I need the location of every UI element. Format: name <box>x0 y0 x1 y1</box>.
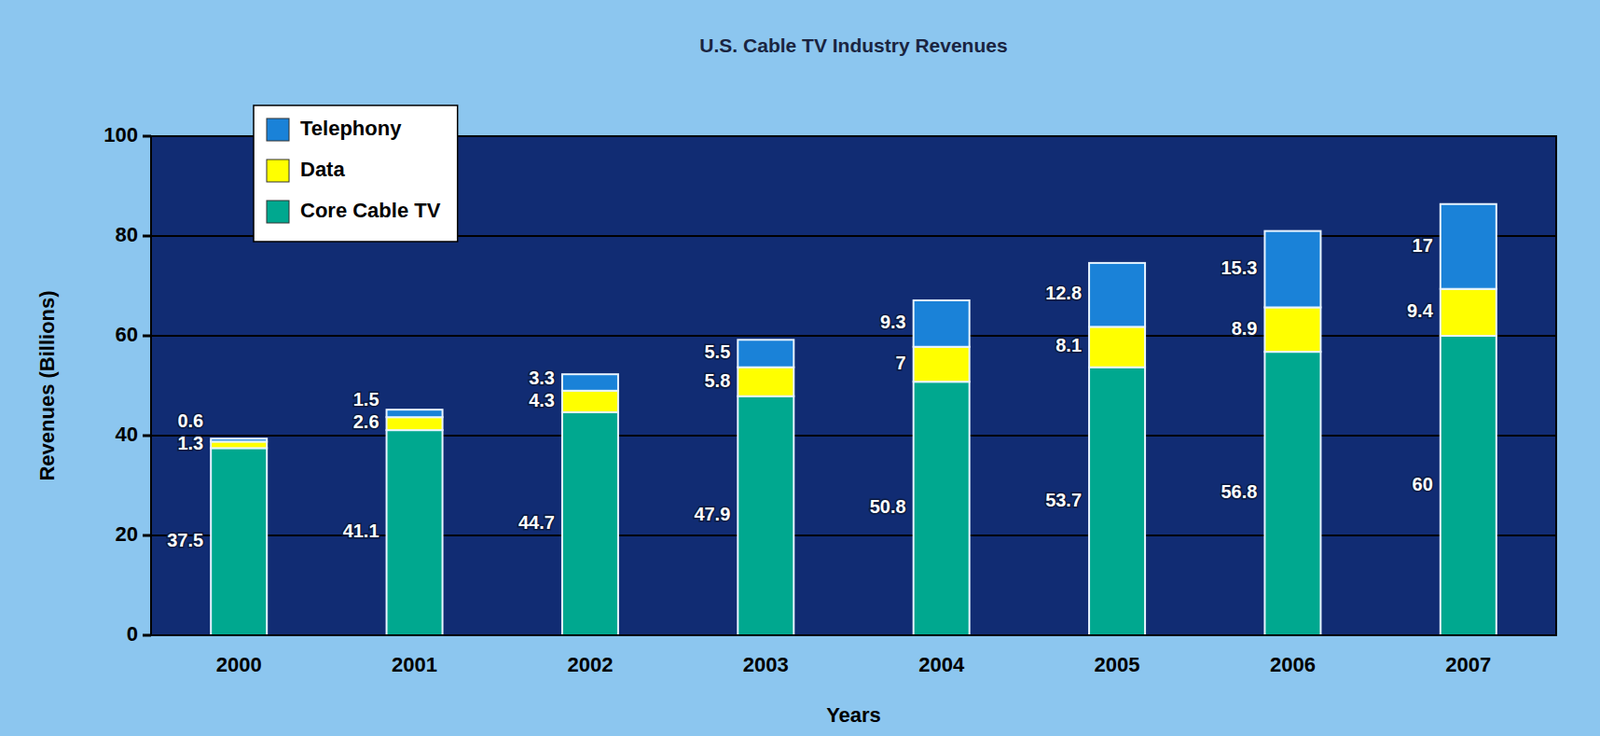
x-tick-label: 2003 <box>743 652 789 676</box>
y-tick <box>142 135 152 138</box>
title: U.S. Cable TV Industry Revenues <box>699 34 1007 56</box>
legend-swatch <box>266 159 290 182</box>
bar-segment <box>1089 326 1145 367</box>
data-label: 47.9 <box>693 503 731 525</box>
data-label: 15.3 <box>1221 257 1258 278</box>
data-label: 1.3 <box>177 432 204 454</box>
x-tick-label: 2001 <box>391 652 438 676</box>
y-tick <box>142 334 152 338</box>
bar-segment <box>386 416 443 430</box>
x-tick-label: 2004 <box>918 652 966 676</box>
bar-segment <box>562 412 619 635</box>
grid-line <box>151 434 1557 437</box>
bar-segment <box>1264 307 1321 353</box>
x-tick-label: 2006 <box>1269 652 1316 676</box>
legend-box <box>253 105 458 242</box>
data-label: 0.6 <box>177 410 204 431</box>
bar-segment <box>210 447 267 635</box>
bar-segment <box>386 429 443 635</box>
y-tick-label: 80 <box>115 222 138 247</box>
x-axis-title: Years <box>826 703 882 727</box>
legend-label: Core Cable TV <box>300 198 442 222</box>
data-label: 41.1 <box>343 520 380 541</box>
data-label: 3.3 <box>528 367 555 388</box>
legend-label: Telephony <box>300 116 402 140</box>
data-label: 56.8 <box>1221 481 1258 502</box>
bar-segment <box>913 346 970 382</box>
y-tick <box>142 634 152 637</box>
y-axis-title: Revenues (Billions) <box>35 289 59 481</box>
data-label: 12.8 <box>1045 282 1082 304</box>
data-label: 17 <box>1412 234 1434 256</box>
data-label: 60 <box>1412 473 1434 495</box>
plot-area <box>151 136 1557 635</box>
plot-frame <box>151 136 1557 635</box>
bar-segment <box>737 339 794 367</box>
x-tick-label: 2002 <box>566 652 613 676</box>
data-label: 53.7 <box>1045 489 1082 511</box>
data-label: 5.5 <box>704 341 732 362</box>
y-tick-label: 0 <box>126 621 138 646</box>
bar-segment <box>737 367 794 397</box>
bar-segment <box>562 390 619 413</box>
grid-line <box>151 334 1557 337</box>
y-tick <box>142 534 152 538</box>
bar-segment <box>913 381 970 635</box>
y-tick <box>142 434 152 438</box>
data-label: 44.7 <box>518 511 555 533</box>
data-labels: 37.5 1.30.6 41.1 2.61.5 44.7 4.33.3 47.9 5.8 5.5… <box>166 234 1434 551</box>
bar-segment <box>210 441 267 448</box>
data-label: 2.6 <box>353 411 380 432</box>
legend-swatch <box>266 200 290 223</box>
chart: U.S. Cable TV Industry Revenues 0 20 40 60 80… <box>0 0 1600 736</box>
background <box>0 0 1600 736</box>
bar-segment <box>1089 367 1145 635</box>
bars <box>210 204 1497 635</box>
x-tick-label: 2000 <box>216 652 263 676</box>
data-label: 37.5 <box>166 529 204 551</box>
bar-segment <box>913 300 970 347</box>
bar-segment <box>562 373 619 391</box>
bar-segment <box>737 396 794 635</box>
legend: Telephony Data Core Cable TV <box>253 105 458 242</box>
y-tick-label: 20 <box>115 522 138 546</box>
bar-segment <box>1264 231 1321 308</box>
data-label: 8.1 <box>1055 334 1082 356</box>
bar-segment <box>1440 289 1497 336</box>
y-tick-label: 100 <box>103 123 138 147</box>
data-label: 4.3 <box>528 389 555 411</box>
x-tick-label: 2005 <box>1094 652 1141 676</box>
data-label: 7 <box>896 352 907 373</box>
bar-segment <box>386 409 443 417</box>
legend-label: Data <box>300 157 345 181</box>
x-tick-label: 2007 <box>1445 652 1491 676</box>
bar-segment <box>1440 204 1497 290</box>
bar-segment <box>210 438 267 442</box>
data-label: 1.5 <box>353 388 380 410</box>
data-label: 5.8 <box>704 370 732 391</box>
data-label: 50.8 <box>869 496 907 517</box>
bar-segment <box>1264 351 1321 635</box>
y-tick-label: 60 <box>115 322 138 346</box>
data-label: 8.9 <box>1231 317 1258 339</box>
legend-swatch <box>266 118 290 141</box>
data-label: 9.3 <box>880 311 907 332</box>
bar-segment <box>1089 262 1145 327</box>
y-tick-label: 40 <box>115 422 138 446</box>
y-tick <box>142 234 152 238</box>
data-label: 9.4 <box>1406 300 1435 321</box>
bar-segment <box>1440 335 1497 635</box>
